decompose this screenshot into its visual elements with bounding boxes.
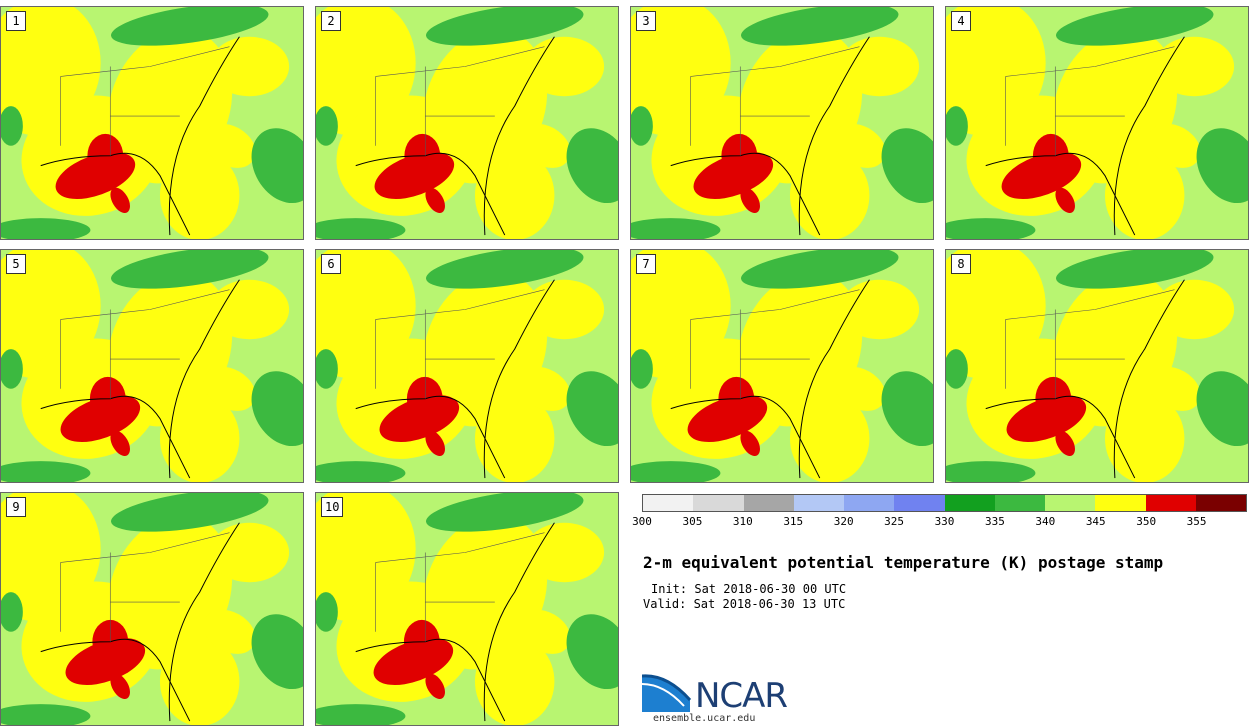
colorbar-tick-label: 330 xyxy=(934,515,955,528)
site-url: ensemble.ucar.edu xyxy=(653,713,756,724)
colorbar-segment xyxy=(743,495,794,511)
colorbar-tick-label: 325 xyxy=(884,515,905,528)
member-label: 3 xyxy=(636,11,656,31)
colorbar-segment xyxy=(1045,495,1096,511)
colorbar-segment xyxy=(944,495,995,511)
colorbar-tick-label: 320 xyxy=(833,515,854,528)
colorbar-tick-label: 350 xyxy=(1136,515,1157,528)
colorbar-segment xyxy=(1145,495,1196,511)
map-panel: 5 xyxy=(0,249,304,483)
colorbar-tick-label: 300 xyxy=(632,515,652,528)
map-panel: 4 xyxy=(945,6,1249,240)
ncar-logo-icon xyxy=(642,674,692,712)
member-label: 2 xyxy=(321,11,341,31)
init-time: Init: Sat 2018-06-30 00 UTC xyxy=(651,582,847,596)
map-panel: 9 xyxy=(0,492,304,726)
colorbar-tick-label: 340 xyxy=(1035,515,1056,528)
valid-time: Valid: Sat 2018-06-30 13 UTC xyxy=(643,597,846,611)
colorbar-segment xyxy=(994,495,1045,511)
colorbar-tick-label: 305 xyxy=(682,515,703,528)
map-panel: 10 xyxy=(315,492,619,726)
map-panel: 3 xyxy=(630,6,934,240)
colorbar-tick-label: 310 xyxy=(732,515,753,528)
colorbar-segment xyxy=(643,495,694,511)
colorbar-tick-label: 315 xyxy=(783,515,804,528)
colorbar xyxy=(642,494,1247,512)
figure-title: 2-m equivalent potential temperature (K)… xyxy=(643,553,1164,572)
member-label: 5 xyxy=(6,254,26,274)
map-panel: 6 xyxy=(315,249,619,483)
colorbar-segment xyxy=(693,495,744,511)
colorbar-segment xyxy=(894,495,945,511)
map-panel: 1 xyxy=(0,6,304,240)
logo-text: NCAR xyxy=(695,676,788,716)
member-label: 4 xyxy=(951,11,971,31)
colorbar-tick-label: 355 xyxy=(1186,515,1207,528)
map-panel: 7 xyxy=(630,249,934,483)
member-label: 8 xyxy=(951,254,971,274)
colorbar-segment xyxy=(1095,495,1146,511)
map-panel: 2 xyxy=(315,6,619,240)
colorbar-tick-label: 345 xyxy=(1085,515,1106,528)
member-label: 6 xyxy=(321,254,341,274)
member-label: 9 xyxy=(6,497,26,517)
colorbar-segment xyxy=(1195,495,1246,511)
member-label: 7 xyxy=(636,254,656,274)
colorbar-segment xyxy=(844,495,895,511)
member-label: 10 xyxy=(321,497,344,517)
member-label: 1 xyxy=(6,11,26,31)
colorbar-tick-label: 335 xyxy=(984,515,1005,528)
colorbar-segment xyxy=(793,495,844,511)
map-panel: 8 xyxy=(945,249,1249,483)
